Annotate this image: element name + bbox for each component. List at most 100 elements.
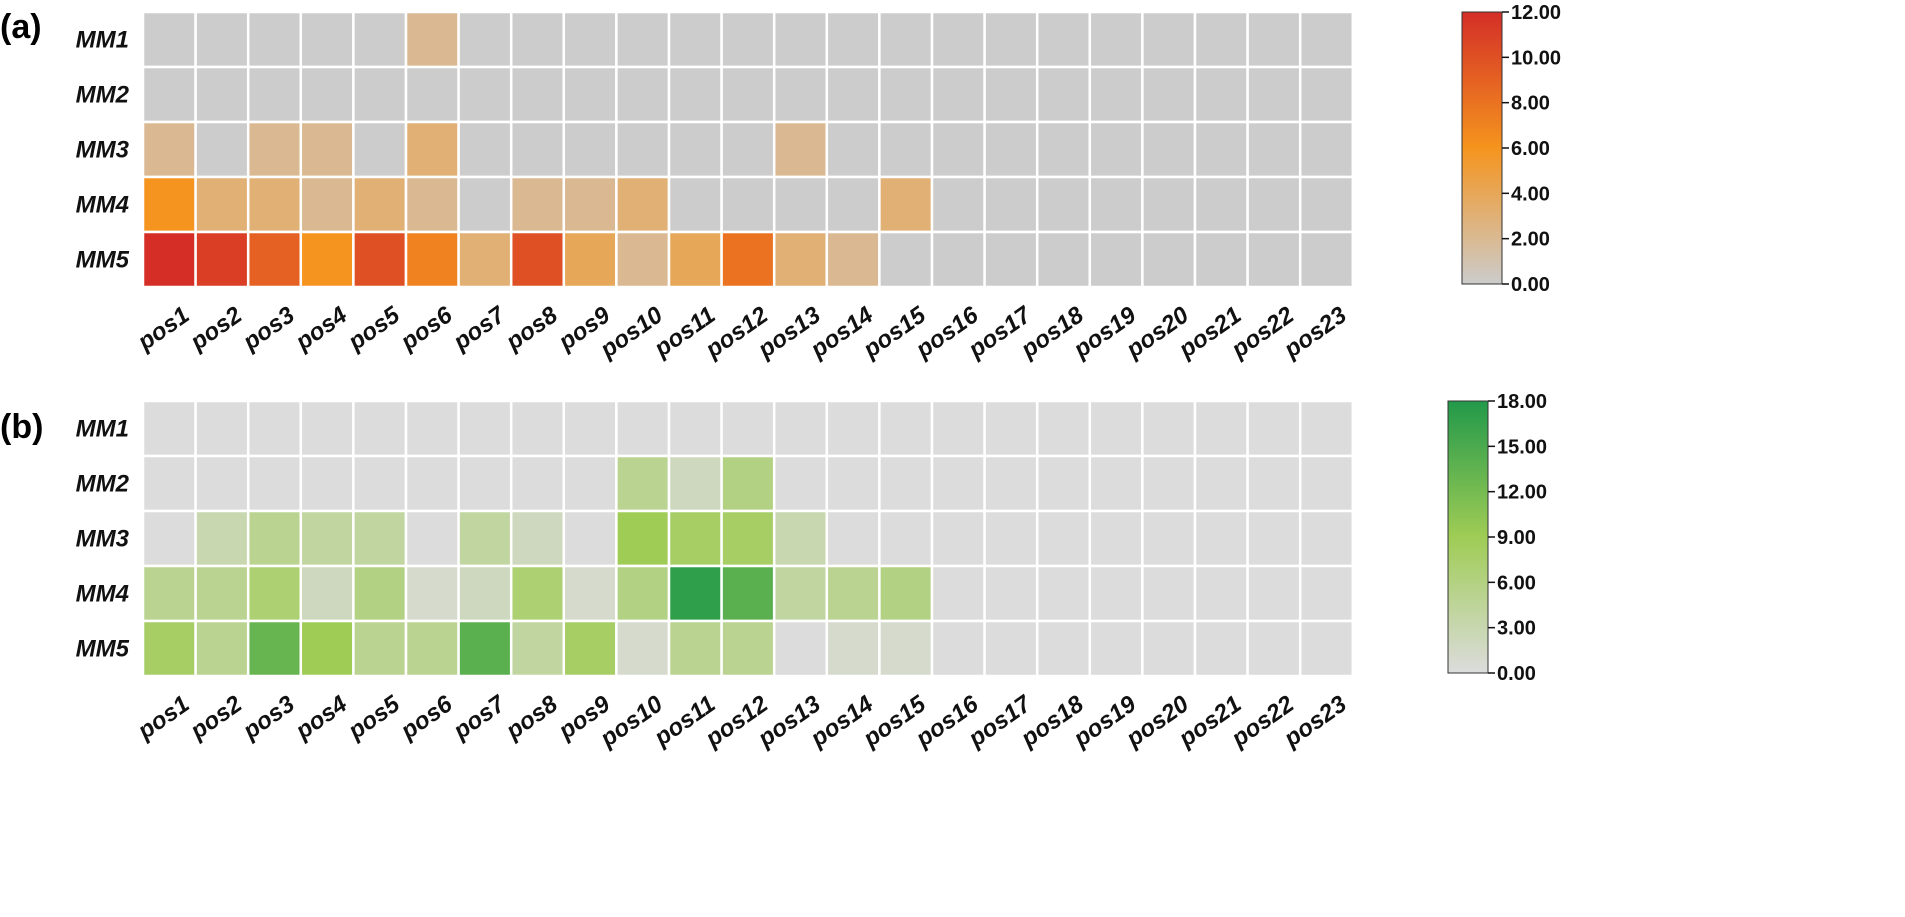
colorbar-tick-label: 0.00 [1497, 663, 1536, 685]
heatmap-cell-mm4-pos11 [667, 564, 723, 623]
heatmap-cells-b [141, 399, 1355, 678]
heatmap-panel-a: (a) MM1 MM2 MM3 MM4 MM5 pos1pos2pos3pos4pos5… [0, 2, 1561, 364]
row-label-mm2: MM2 [76, 82, 130, 109]
heatmap-cell-mm1-pos6 [404, 10, 460, 69]
heatmap-cell-mm1-pos23 [1298, 10, 1355, 69]
heatmap-cell-mm1-pos5 [352, 399, 408, 458]
column-label-pos5: pos5 [343, 690, 406, 745]
heatmap-cell-mm2-pos6 [404, 65, 460, 124]
heatmap-cell-mm2-pos12 [720, 454, 776, 513]
heatmap-cell-mm1-pos4 [299, 399, 355, 458]
heatmap-cell-mm1-pos22 [1246, 10, 1302, 69]
heatmap-cell-mm2-pos2 [194, 65, 250, 124]
column-label-pos2: pos2 [185, 301, 248, 356]
heatmap-cell-mm4-pos2 [194, 175, 250, 234]
heatmap-cell-mm2-pos5 [352, 454, 408, 513]
colorbar-tick-label: 6.00 [1497, 572, 1536, 594]
heatmap-cell-mm1-pos8 [509, 399, 566, 458]
colorbar-tick-label: 10.00 [1511, 47, 1561, 69]
heatmap-cell-mm4-pos5 [352, 175, 408, 234]
heatmap-cell-mm3-pos14 [825, 120, 881, 179]
heatmap-cell-mm4-pos14 [825, 564, 881, 623]
heatmap-cell-mm2-pos7 [457, 454, 513, 513]
heatmap-cell-mm5-pos20 [1141, 230, 1197, 289]
heatmap-cell-mm2-pos11 [667, 454, 723, 513]
heatmap-cell-mm1-pos7 [457, 10, 513, 69]
column-label-pos2: pos2 [185, 690, 248, 745]
heatmap-cell-mm2-pos18 [1035, 454, 1092, 513]
row-label-mm1: MM1 [76, 27, 129, 54]
heatmap-cell-mm2-pos16 [930, 65, 986, 124]
heatmap-cell-mm1-pos4 [299, 10, 355, 69]
heatmap-cell-mm5-pos6 [404, 619, 460, 678]
heatmap-cell-mm5-pos16 [930, 619, 986, 678]
colorbar-a: 0.00 2.00 4.00 6.00 8.00 10.00 12.00 [1461, 2, 1561, 296]
heatmap-cell-mm3-pos16 [930, 509, 986, 568]
colorbar-tick-label: 18.00 [1497, 391, 1547, 413]
heatmap-cell-mm5-pos13 [772, 230, 829, 289]
heatmap-cell-mm5-pos5 [352, 619, 408, 678]
heatmap-cell-mm3-pos22 [1246, 509, 1302, 568]
heatmap-cell-mm5-pos17 [983, 619, 1039, 678]
row-labels-b: MM1 MM2 MM3 MM4 MM5 [76, 416, 130, 663]
heatmap-cell-mm4-pos4 [299, 564, 355, 623]
heatmap-cell-mm1-pos22 [1246, 399, 1302, 458]
colorbar-gradient [1448, 401, 1488, 673]
heatmap-cell-mm1-pos1 [141, 399, 197, 458]
heatmap-cell-mm3-pos5 [352, 120, 408, 179]
heatmap-cell-mm2-pos20 [1141, 454, 1197, 513]
heatmap-cell-mm4-pos21 [1193, 175, 1249, 234]
heatmap-cell-mm1-pos13 [772, 399, 829, 458]
heatmap-cell-mm5-pos13 [772, 619, 829, 678]
heatmap-cell-mm4-pos12 [720, 175, 776, 234]
heatmap-cell-mm5-pos14 [825, 230, 881, 289]
heatmap-cell-mm3-pos7 [457, 509, 513, 568]
row-labels-a: MM1 MM2 MM3 MM4 MM5 [76, 27, 130, 274]
heatmap-cell-mm3-pos9 [562, 120, 618, 179]
colorbar-tick-label: 0.00 [1511, 274, 1550, 296]
heatmap-cell-mm3-pos2 [194, 120, 250, 179]
heatmap-cell-mm2-pos21 [1193, 65, 1249, 124]
heatmap-cell-mm5-pos5 [352, 230, 408, 289]
heatmap-cell-mm3-pos13 [772, 509, 829, 568]
heatmap-cell-mm2-pos4 [299, 454, 355, 513]
heatmap-cells-a [141, 10, 1355, 289]
heatmap-cell-mm5-pos12 [720, 619, 776, 678]
heatmap-cell-mm2-pos23 [1298, 65, 1355, 124]
heatmap-cell-mm3-pos2 [194, 509, 250, 568]
heatmap-cell-mm4-pos20 [1141, 564, 1197, 623]
heatmap-cell-mm1-pos14 [825, 10, 881, 69]
heatmap-cell-mm3-pos17 [983, 509, 1039, 568]
column-label-pos3: pos3 [237, 301, 300, 356]
row-label-mm1: MM1 [76, 416, 129, 443]
heatmap-cell-mm2-pos3 [246, 454, 303, 513]
column-label-pos1: pos1 [132, 302, 194, 357]
heatmap-cell-mm2-pos19 [1088, 65, 1144, 124]
row-label-mm2: MM2 [76, 471, 130, 498]
heatmap-cell-mm3-pos15 [878, 509, 934, 568]
colorbar-tick-label: 15.00 [1497, 436, 1547, 458]
row-label-mm4: MM4 [76, 192, 129, 219]
colorbar-gradient [1462, 12, 1502, 284]
heatmap-cell-mm5-pos10 [615, 230, 671, 289]
heatmap-cell-mm4-pos5 [352, 564, 408, 623]
row-label-mm3: MM3 [76, 526, 130, 553]
heatmap-cell-mm1-pos6 [404, 399, 460, 458]
heatmap-cell-mm2-pos3 [246, 65, 303, 124]
panel-label-a: (a) [0, 8, 42, 46]
heatmap-cell-mm3-pos23 [1298, 509, 1355, 568]
heatmap-cell-mm3-pos11 [667, 509, 723, 568]
row-label-mm4: MM4 [76, 581, 129, 608]
heatmap-cell-mm2-pos13 [772, 65, 829, 124]
heatmap-cell-mm5-pos8 [509, 230, 566, 289]
heatmap-cell-mm4-pos15 [878, 175, 934, 234]
heatmap-cell-mm5-pos6 [404, 230, 460, 289]
heatmap-cell-mm3-pos10 [615, 120, 671, 179]
heatmap-cell-mm1-pos11 [667, 399, 723, 458]
heatmap-cell-mm2-pos21 [1193, 454, 1249, 513]
heatmap-cell-mm3-pos1 [141, 120, 197, 179]
heatmap-cell-mm1-pos17 [983, 10, 1039, 69]
heatmap-cell-mm4-pos21 [1193, 564, 1249, 623]
heatmap-cell-mm5-pos9 [562, 619, 618, 678]
heatmap-cell-mm5-pos21 [1193, 619, 1249, 678]
